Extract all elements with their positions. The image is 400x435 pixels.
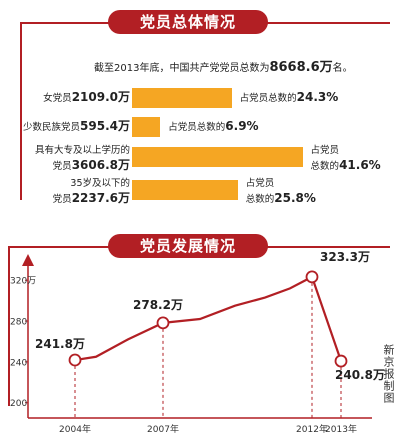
series-line xyxy=(74,275,343,362)
x-tick-label: 2007年 xyxy=(147,423,179,435)
data-label: 241.8万 xyxy=(35,337,85,351)
stat-female-share-value: 24.3% xyxy=(296,90,339,104)
data-label: 240.8万 xyxy=(335,368,385,382)
stat-female-share: 占党员总数的24.3% xyxy=(240,90,339,106)
stat-minority-bar xyxy=(132,117,161,137)
stat-young-share-line2: 总数的 xyxy=(245,194,275,205)
stat-college-share-value: 41.6% xyxy=(339,158,381,172)
stat-young-name-line1: 35岁及以下的 xyxy=(70,178,130,189)
stat-young-share: 占党员 总数的25.8% xyxy=(246,176,316,207)
summary-total: 8668.6万 xyxy=(269,60,333,75)
stat-minority-value: 595.4万 xyxy=(80,119,130,133)
overview-banner: 党员总体情况 xyxy=(108,10,268,34)
stat-young-label: 35岁及以下的 党员2237.6万 xyxy=(53,176,130,207)
y-tick-label: 200 xyxy=(10,399,27,409)
development-banner: 党员发展情况 xyxy=(108,234,268,258)
stat-college-name-line1: 具有大专及以上学历的 xyxy=(34,145,130,156)
stat-young-share-line1: 占党员 xyxy=(245,178,275,189)
y-tick-label: 280 xyxy=(10,318,27,328)
y-tick-label: 240 xyxy=(10,358,27,368)
summary-suffix: 名。 xyxy=(332,63,353,74)
stat-female-value: 2109.0万 xyxy=(71,90,130,104)
stat-female-label: 女党员2109.0万 xyxy=(43,90,130,106)
stat-college-value: 3606.8万 xyxy=(71,158,130,172)
stat-minority-label: 少数民族党员595.4万 xyxy=(23,119,130,135)
stat-female-share-label: 占党员总数的 xyxy=(239,93,297,104)
frame-line-left xyxy=(20,22,22,200)
data-label: 278.2万 xyxy=(133,298,183,312)
stat-college-name-line2: 党员 xyxy=(52,161,72,172)
stat-college-share-line1: 占党员 xyxy=(310,145,340,156)
stat-female-bar xyxy=(132,88,232,108)
stat-college-share-line2: 总数的 xyxy=(310,161,340,172)
stat-college-share: 占党员 总数的41.6% xyxy=(311,143,381,174)
data-point xyxy=(156,316,170,330)
summary-line: 截至2013年底，中国共产党党员总数为8668.6万名。 xyxy=(94,56,353,75)
data-point xyxy=(305,270,319,284)
stat-college-bar xyxy=(132,147,303,167)
stat-young-share-value: 25.8% xyxy=(274,191,316,205)
data-label: 323.3万 xyxy=(320,250,370,264)
data-point xyxy=(68,353,82,367)
data-point xyxy=(334,354,348,368)
stat-female-name: 女党员 xyxy=(43,93,72,104)
x-tick-label: 2012年 xyxy=(296,423,328,435)
stat-college-label: 具有大专及以上学历的 党员3606.8万 xyxy=(35,143,130,174)
frame-line-left-lower xyxy=(8,246,10,406)
stat-minority-name: 少数民族党员 xyxy=(23,122,81,133)
stat-minority-share-label: 占党员总数的 xyxy=(168,122,226,133)
summary-prefix: 截至2013年底，中国共产党党员总数为 xyxy=(94,63,270,74)
stat-minority-share: 占党员总数的6.9% xyxy=(168,119,258,135)
y-tick-label: 320万 xyxy=(10,277,36,287)
stat-young-value: 2237.6万 xyxy=(71,191,130,205)
stat-minority-share-value: 6.9% xyxy=(225,119,259,133)
credit: 新京报制图 xyxy=(382,344,395,404)
x-tick-label: 2004年 xyxy=(59,423,91,435)
x-tick-label: 2013年 xyxy=(325,423,357,435)
stat-young-name-line2: 党员 xyxy=(52,194,72,205)
stat-young-bar xyxy=(132,180,238,200)
